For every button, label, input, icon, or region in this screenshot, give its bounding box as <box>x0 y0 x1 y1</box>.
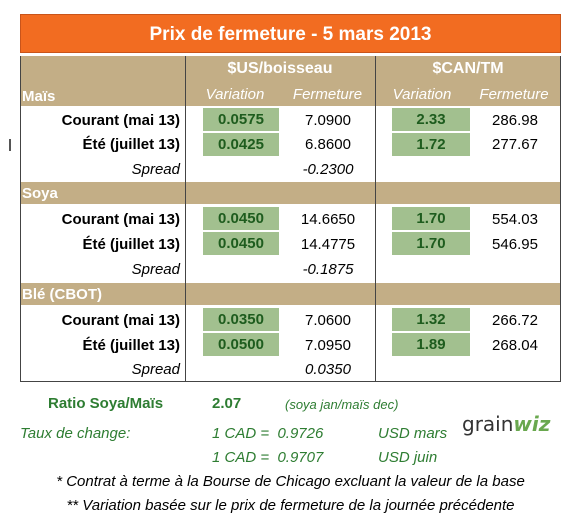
cad-close-cell: 277.67 <box>492 136 538 153</box>
usd-variation-cell: 0.0500 <box>203 333 279 356</box>
usd-close-cell: 6.8600 <box>305 136 351 153</box>
row-label: Courant (mai 13) <box>61 211 180 228</box>
spread-value: -0.2300 <box>302 161 354 178</box>
usd-close-cell: 14.6650 <box>300 211 356 228</box>
usd-header: $US/boisseau <box>227 60 333 77</box>
cad-variation-cell: 1.70 <box>392 207 470 230</box>
usd-close-cell: 7.0950 <box>305 337 351 354</box>
usd-fermeture-header: Fermeture <box>292 86 363 103</box>
spread-label: Spread <box>131 361 180 378</box>
cad-close-cell: 554.03 <box>492 211 538 228</box>
grainwiz-logo: grainwiz <box>462 412 550 436</box>
table-divider-usd <box>185 56 186 381</box>
cad-fermeture-header: Fermeture <box>479 86 549 103</box>
row-label: Été (juillet 13) <box>82 136 180 153</box>
logo-text-grain: grain <box>462 412 514 436</box>
spread-value: -0.1875 <box>302 261 354 278</box>
cad-variation-cell: 1.89 <box>392 333 470 356</box>
row-label: Courant (mai 13) <box>61 112 180 129</box>
usd-close-cell: 7.0900 <box>305 112 351 129</box>
usd-variation-header: Variation <box>205 86 265 103</box>
cad-close-cell: 546.95 <box>492 236 538 253</box>
ratio-label: Ratio Soya/Maïs <box>48 395 164 412</box>
cad-close-cell: 286.98 <box>492 112 538 129</box>
spread-label: Spread <box>131 161 180 178</box>
cad-variation-cell: 1.72 <box>392 133 470 156</box>
spread-label: Spread <box>131 261 180 278</box>
usd-variation-cell: 0.0575 <box>203 108 279 131</box>
row-label: Été (juillet 13) <box>82 236 180 253</box>
row-label: Courant (mai 13) <box>61 312 180 329</box>
footnote-contract: * Contrat à terme à la Bourse de Chicago… <box>56 473 525 490</box>
cad-variation-cell: 1.70 <box>392 232 470 255</box>
row-label: Été (juillet 13) <box>82 337 180 354</box>
section-band-soya <box>20 182 561 204</box>
section-label-band-mais <box>20 86 185 106</box>
usd-variation-cell: 0.0350 <box>203 308 279 331</box>
rate-mars-unit: USD mars <box>378 425 448 442</box>
table-border-bottom <box>20 381 561 382</box>
usd-close-cell: 7.0600 <box>305 312 351 329</box>
cad-variation-header: Variation <box>392 86 452 103</box>
ratio-value: 2.07 <box>212 395 242 412</box>
cad-close-cell: 268.04 <box>492 337 538 354</box>
spread-value: 0.0350 <box>305 361 351 378</box>
exchange-label: Taux de change: <box>20 425 131 442</box>
rate-juin-unit: USD juin <box>378 449 438 466</box>
usd-variation-cell: 0.0450 <box>203 207 279 230</box>
page-title: Prix de fermeture - 5 mars 2013 <box>20 14 561 53</box>
footnote-variation: ** Variation basée sur le prix de fermet… <box>66 497 515 514</box>
usd-variation-cell: 0.0425 <box>203 133 279 156</box>
cad-header: $CAN/TM <box>432 60 504 77</box>
section-name: Soya <box>22 185 58 202</box>
table-divider-cad <box>375 56 376 381</box>
section-name: Maïs <box>22 88 56 105</box>
ratio-note: (soya jan/maïs dec) <box>285 397 399 412</box>
section-name: Blé (CBOT) <box>22 286 102 303</box>
rate-mars: 1 CAD = 0.9726 <box>212 425 324 442</box>
cad-variation-cell: 2.33 <box>392 108 470 131</box>
logo-text-wiz: wiz <box>513 412 551 436</box>
cad-close-cell: 266.72 <box>492 312 538 329</box>
row-marker <box>9 139 11 151</box>
usd-variation-cell: 0.0450 <box>203 232 279 255</box>
usd-close-cell: 14.4775 <box>300 236 356 253</box>
table-border-right <box>560 56 561 381</box>
rate-juin: 1 CAD = 0.9707 <box>212 449 324 466</box>
table-border-left <box>20 56 21 381</box>
cad-variation-cell: 1.32 <box>392 308 470 331</box>
section-band-ble <box>20 283 561 305</box>
